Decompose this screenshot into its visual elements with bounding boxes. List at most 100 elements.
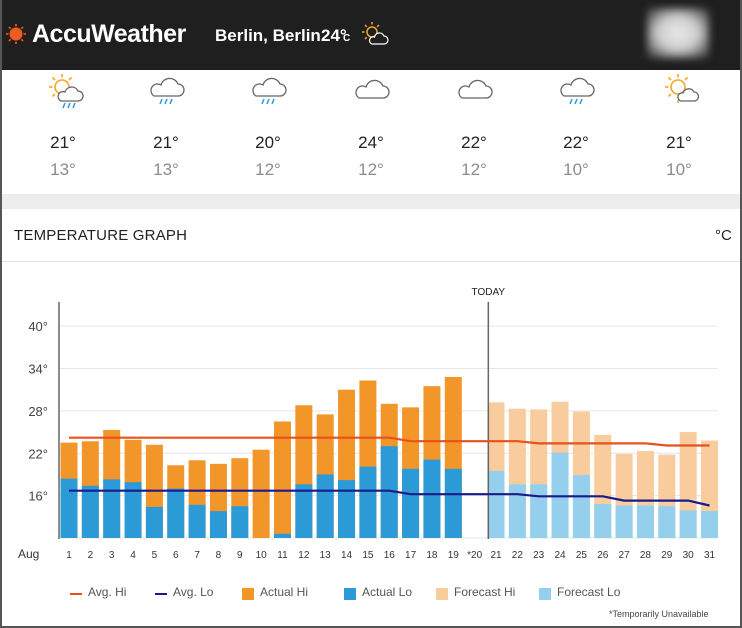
forecast-high: 22° (461, 133, 487, 152)
legend-swatch (70, 593, 82, 595)
accuweather-logo-icon (6, 24, 26, 44)
x-tick-label: 4 (130, 550, 136, 561)
current-temperature-unit: C (343, 33, 351, 44)
x-tick-label: 17 (405, 550, 417, 561)
y-tick-label: 34° (28, 362, 48, 377)
x-tick-label: 30 (683, 550, 695, 561)
x-tick-label: 1 (66, 550, 72, 561)
graph-title: TEMPERATURE GRAPH (14, 227, 188, 244)
forecast-high: 24° (358, 133, 384, 152)
forecast-lo-bar (594, 504, 612, 538)
sun-cloud-rain-icon (49, 74, 84, 109)
legend-swatch (539, 588, 551, 600)
x-tick-label: 24 (554, 550, 566, 561)
forecast-day[interactable]: 21° 13° (13, 70, 113, 194)
location-name[interactable]: Berlin, Berlin (215, 26, 321, 45)
actual-hi-bar (274, 421, 291, 538)
x-month-label: Aug (18, 547, 39, 561)
y-tick-label: 40° (28, 319, 48, 334)
forecast-lo-bar (572, 475, 590, 538)
forecast-high: 21° (153, 133, 179, 152)
y-tick-label: 16° (28, 489, 48, 504)
actual-lo-bar (402, 468, 420, 538)
x-tick-label: 29 (661, 550, 673, 561)
x-tick-label: 3 (109, 550, 115, 561)
forecast-day[interactable]: 22° 12° (424, 70, 524, 194)
forecast-low: 10° (666, 160, 692, 179)
actual-lo-bar (359, 466, 377, 538)
current-temperature: 24° (321, 26, 347, 45)
legend-label: Actual Hi (260, 585, 309, 599)
x-tick-label: 13 (320, 550, 332, 561)
cloud-rain-icon (252, 77, 287, 105)
x-tick-label: 19 (448, 550, 460, 561)
actual-lo-bar (231, 506, 249, 538)
x-tick-label: 9 (237, 550, 243, 561)
forecast-high: 21° (666, 133, 692, 152)
forecast-lo-bar (487, 470, 505, 538)
x-tick-label: *20 (467, 550, 482, 561)
forecast-low: 12° (461, 160, 487, 179)
x-tick-label: 28 (640, 550, 652, 561)
legend-swatch (344, 588, 356, 600)
actual-lo-bar (167, 488, 185, 538)
forecast-lo-bar (701, 511, 718, 538)
x-tick-label: 16 (384, 550, 396, 561)
brand-name[interactable]: AccuWeather (32, 20, 186, 48)
forecast-day[interactable]: 21° 13° (116, 70, 216, 194)
daily-forecast: 21° 13° 21° 13° 20° 12° 24° 12° 22° 12° 22° 10° 21° 1… (2, 70, 740, 194)
x-tick-label: 7 (194, 550, 200, 561)
legend-swatch (155, 593, 167, 595)
avg-lo-line (69, 489, 710, 507)
blurred-region (647, 8, 709, 58)
forecast-day[interactable]: 24° 12° (321, 70, 421, 194)
today-label: TODAY (472, 287, 506, 298)
forecast-lo-bar (636, 505, 654, 538)
cloud-icon (355, 79, 390, 99)
x-tick-label: 23 (533, 550, 545, 561)
actual-lo-bar (124, 482, 142, 538)
legend-label: Forecast Lo (557, 585, 621, 599)
legend-label: Forecast Hi (454, 585, 516, 599)
forecast-high: 21° (50, 133, 76, 152)
section-separator (2, 194, 740, 209)
forecast-high: 22° (563, 133, 589, 152)
x-tick-label: 26 (597, 550, 609, 561)
actual-lo-bar (444, 468, 462, 538)
graph-unit: °C (715, 227, 732, 244)
actual-lo-bar (274, 533, 291, 538)
partly-cloudy-night-icon (362, 22, 389, 45)
actual-lo-bar (81, 485, 99, 538)
actual-lo-bar (380, 446, 398, 538)
x-tick-label: 5 (152, 550, 158, 561)
forecast-low: 12° (255, 160, 281, 179)
forecast-low: 10° (563, 160, 589, 179)
legend-label: Avg. Lo (173, 585, 214, 599)
forecast-low: 12° (358, 160, 384, 179)
x-tick-label: 12 (298, 550, 310, 561)
forecast-lo-bar (658, 506, 676, 538)
x-tick-label: 22 (512, 550, 524, 561)
x-tick-label: 18 (426, 550, 438, 561)
sun-cloud-icon (665, 74, 700, 103)
legend-swatch (242, 588, 254, 600)
actual-lo-bar (423, 459, 441, 538)
x-tick-label: 2 (88, 550, 94, 561)
x-tick-label: 21 (490, 550, 502, 561)
x-tick-label: 11 (277, 550, 288, 561)
forecast-day[interactable]: 22° 10° (526, 70, 626, 194)
y-tick-label: 28° (28, 404, 48, 419)
x-tick-label: 25 (576, 550, 588, 561)
forecast-lo-bar (508, 484, 526, 538)
actual-lo-bar (316, 474, 334, 538)
forecast-lo-bar (679, 510, 697, 538)
y-tick-label: 22° (28, 446, 48, 461)
cloud-icon (458, 79, 493, 99)
forecast-low: 13° (50, 160, 76, 179)
forecast-day[interactable]: 20° 12° (218, 70, 318, 194)
forecast-lo-bar (530, 484, 548, 538)
forecast-day[interactable]: 21° 10° (629, 70, 729, 194)
forecast-high: 20° (255, 133, 281, 152)
actual-lo-bar (209, 511, 227, 538)
